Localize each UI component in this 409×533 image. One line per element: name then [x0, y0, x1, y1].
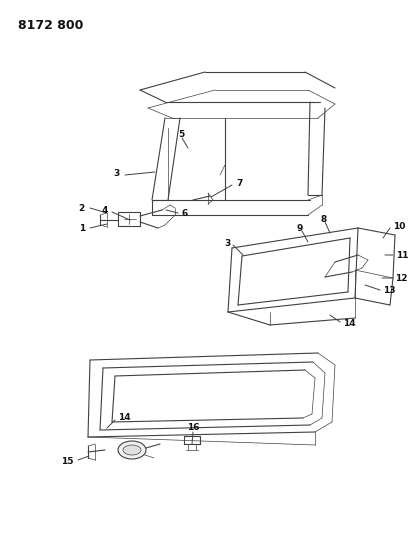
- Text: 4: 4: [101, 206, 108, 214]
- Text: 16: 16: [186, 424, 199, 432]
- Text: 15: 15: [61, 457, 74, 466]
- Text: 1: 1: [79, 223, 85, 232]
- Text: 12: 12: [394, 273, 407, 282]
- Text: 2: 2: [79, 204, 85, 213]
- Text: 13: 13: [382, 286, 395, 295]
- Text: 6: 6: [182, 208, 188, 217]
- Text: 8172 800: 8172 800: [18, 19, 83, 31]
- Text: 14: 14: [342, 319, 355, 327]
- Text: 8: 8: [320, 214, 326, 223]
- Text: 3: 3: [113, 168, 120, 177]
- Text: 5: 5: [178, 130, 184, 139]
- Text: 3: 3: [224, 238, 231, 247]
- Text: 14: 14: [118, 413, 130, 422]
- Ellipse shape: [123, 445, 141, 455]
- Ellipse shape: [118, 441, 146, 459]
- Text: 10: 10: [392, 222, 405, 230]
- Text: 7: 7: [236, 179, 242, 188]
- Text: 11: 11: [395, 251, 407, 260]
- Text: 9: 9: [296, 223, 302, 232]
